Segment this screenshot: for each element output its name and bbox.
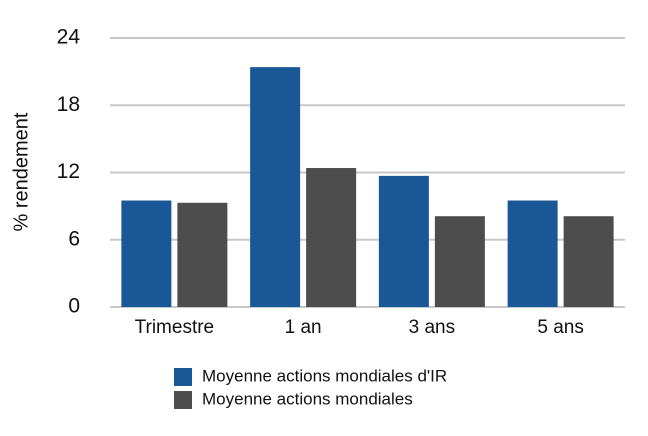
y-tick-label: 0 <box>68 295 80 318</box>
x-tick-label: Trimestre <box>135 317 215 338</box>
bar <box>250 67 301 308</box>
y-tick-label: 18 <box>57 93 80 116</box>
x-tick-label: 1 an <box>285 317 322 338</box>
legend-label: Moyenne actions mondiales d'IR <box>202 366 447 385</box>
bar <box>306 168 357 307</box>
bar <box>507 200 558 307</box>
y-tick-label: 12 <box>57 160 80 183</box>
bar <box>121 200 172 307</box>
bar <box>563 216 614 307</box>
x-tick-label: 5 ans <box>537 317 583 338</box>
y-tick-label: 24 <box>57 26 81 49</box>
bar <box>177 202 228 307</box>
legend-swatch <box>174 368 192 386</box>
bar <box>434 216 485 307</box>
y-axis-label: % rendement <box>10 112 32 231</box>
x-tick-label: 3 ans <box>409 317 455 338</box>
legend-label: Moyenne actions mondiales <box>202 389 413 408</box>
y-tick-label: 6 <box>68 227 80 250</box>
legend-swatch <box>174 391 192 409</box>
bar <box>378 175 429 307</box>
